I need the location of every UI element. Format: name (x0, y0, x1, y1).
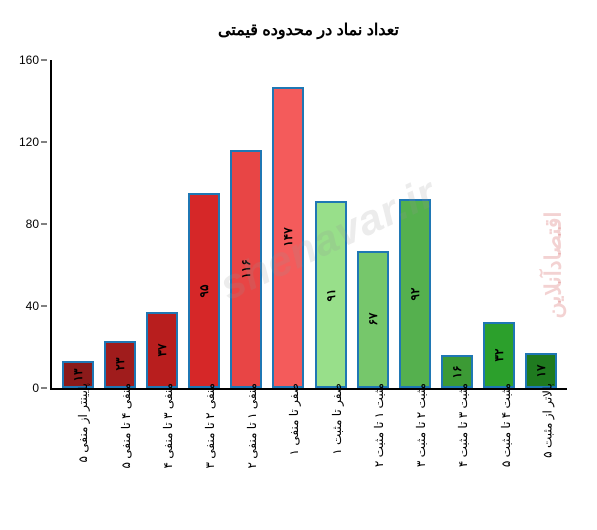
bar-value-label: ۶۷ (366, 313, 380, 326)
x-category-label: منفی ۳ تا منفی ۴ (161, 383, 175, 469)
x-category-label: مثبت ۳ تا مثبت ۴ (456, 383, 470, 467)
bar-wrapper: ۹۵ (183, 60, 225, 388)
x-category-label: صفر تا منفی ۱ (287, 383, 301, 455)
x-category-label: پایینتر از منفی ۵ (76, 383, 90, 463)
chart-container: تعداد نماد در محدوده قیمتی 0 40 80 120 160 ۱… (0, 0, 597, 530)
bar-value-label: ۹۲ (408, 287, 422, 300)
bar: ۳۲ (483, 322, 515, 388)
bar: ۹۵ (188, 193, 220, 388)
bar-value-label: ۱۷ (534, 364, 548, 377)
y-axis: 04080120160 (7, 60, 47, 388)
x-category-label: مثبت ۲ تا مثبت ۳ (414, 383, 428, 467)
y-tick-mark (41, 388, 47, 389)
y-tick-label: 160 (9, 53, 39, 67)
chart-title: تعداد نماد در محدوده قیمتی (50, 20, 567, 40)
bar: ۶۷ (357, 251, 389, 388)
x-category-label: مثبت ۱ تا مثبت ۲ (372, 383, 386, 467)
x-category-label: منفی ۱ تا منفی ۲ (245, 383, 259, 469)
bar-value-label: ۹۱ (324, 288, 338, 301)
y-tick-label: 40 (9, 299, 39, 313)
y-tick-mark (41, 60, 47, 61)
bar-value-label: ۲۳ (113, 358, 127, 371)
x-category-label: صفر تا مثبت ۱ (330, 383, 344, 455)
bar-value-label: ۳۷ (155, 344, 169, 357)
bar-wrapper: ۳۲ (478, 60, 520, 388)
bar-value-label: ۳۲ (492, 349, 506, 362)
y-tick-mark (41, 306, 47, 307)
bar: ۳۷ (146, 312, 178, 388)
y-tick-mark (41, 142, 47, 143)
x-category-label: منفی ۴ تا منفی ۵ (118, 383, 132, 469)
bar-wrapper: ۳۷ (141, 60, 183, 388)
y-tick-label: 80 (9, 217, 39, 231)
y-tick-label: 0 (9, 381, 39, 395)
bar: ۲۳ (104, 341, 136, 388)
x-category-label: منفی ۲ تا منفی ۳ (203, 383, 217, 469)
watermark-right: اقتصادآنلاین (540, 211, 566, 318)
y-tick-label: 120 (9, 135, 39, 149)
bar-wrapper: ۱۱۶ (225, 60, 267, 388)
bar-value-label: ۱۶ (450, 365, 464, 378)
bar-wrapper: ۱۶ (436, 60, 478, 388)
bar-value-label: ۱۳ (71, 368, 85, 381)
bar-wrapper: ۱۳ (57, 60, 99, 388)
bar-wrapper: ۲۳ (99, 60, 141, 388)
bar-value-label: ۹۵ (197, 284, 211, 297)
y-tick-mark (41, 224, 47, 225)
x-category-label: بالاتر از مثبت ۵ (541, 383, 555, 458)
x-category-label: مثبت ۴ تا مثبت ۵ (499, 383, 513, 467)
